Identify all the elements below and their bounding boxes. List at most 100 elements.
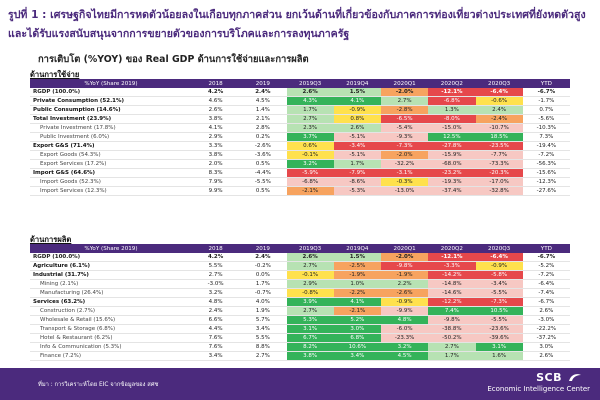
column-header: 2020Q3 (475, 244, 523, 253)
value-cell: 2.4% (192, 306, 240, 317)
value-cell: 2.9% (286, 279, 334, 290)
table-row: Info & Communication (5.3%) 7.6% 8.8% 8.2% 1… (30, 342, 570, 353)
value-cell: -7.2% (522, 150, 570, 161)
value-cell: -7.9% (333, 168, 381, 179)
value-cell: -0.1% (286, 150, 334, 161)
value-cell: -1.9% (333, 270, 381, 281)
value-cell: 3.3% (192, 141, 240, 152)
column-header: 2019Q3 (286, 79, 334, 88)
row-label: Finance (7.2%) (30, 351, 192, 362)
value-cell: 4.8% (381, 315, 429, 326)
column-header: 2019Q4 (333, 79, 381, 88)
value-cell: 7.6% (192, 333, 240, 344)
row-label: Total Investment (23.9%) (30, 114, 192, 125)
value-cell: -27.6% (522, 186, 570, 197)
column-header: YTD (522, 244, 570, 253)
value-cell: 5.7% (239, 315, 287, 326)
value-cell: 18.5% (475, 132, 523, 143)
value-cell: 6.7% (286, 333, 334, 344)
value-cell: -22.2% (522, 324, 570, 335)
value-cell: 9.9% (192, 186, 240, 197)
column-header: 2020Q2 (428, 244, 476, 253)
production-table-header: %YoY (Share 2019) 2018 2019 2019Q3 2019Q4 202… (30, 244, 570, 253)
value-cell: 4.2% (192, 253, 240, 263)
value-cell: 3.4% (192, 351, 240, 362)
value-cell: -2.1% (286, 186, 334, 197)
value-cell: -6.4% (475, 88, 523, 98)
value-cell: 3.2% (381, 342, 429, 353)
table-row: Finance (7.2%) 3.4% 2.7% 3.8% 3.4% 4.5% 1.7% 1.… (30, 351, 570, 362)
value-cell: -3.1% (381, 168, 429, 179)
value-cell: -17.0% (475, 177, 523, 188)
value-cell: -3.3% (428, 261, 476, 272)
column-header: 2019Q4 (333, 244, 381, 253)
row-label: Manufacturing (26.4%) (30, 288, 192, 299)
column-header: 2020Q1 (381, 244, 429, 253)
value-cell: -5.5% (475, 288, 523, 299)
value-cell: -23.2% (428, 168, 476, 179)
value-cell: 0.8% (333, 114, 381, 125)
value-cell: -7.2% (522, 270, 570, 281)
value-cell: -27.8% (428, 141, 476, 152)
value-cell: -6.7% (522, 297, 570, 308)
value-cell: 10.5% (475, 306, 523, 317)
value-cell: -6.5% (381, 114, 429, 125)
table-row: Wholesale & Retail (15.6%) 6.6% 5.7% 5.3% 5.… (30, 315, 570, 326)
value-cell: 2.7% (192, 270, 240, 281)
value-cell: 4.2% (192, 88, 240, 98)
value-cell: 2.9% (192, 132, 240, 143)
column-header: 2019Q3 (286, 244, 334, 253)
row-label: Public Investment (6.0%) (30, 132, 192, 143)
value-cell: 4.1% (333, 297, 381, 308)
value-cell: -6.7% (522, 88, 570, 98)
value-cell: 4.8% (192, 297, 240, 308)
value-cell: -38.8% (428, 324, 476, 335)
production-table: %YoY (Share 2019) 2018 2019 2019Q3 2019Q4 202… (30, 244, 570, 362)
value-cell: -15.9% (428, 150, 476, 161)
value-cell: 1.3% (428, 105, 476, 116)
value-cell: -68.0% (428, 159, 476, 170)
value-cell: -1.9% (381, 270, 429, 281)
value-cell: 3.2% (192, 288, 240, 299)
row-label: Wholesale & Retail (15.6%) (30, 315, 192, 326)
row-label: Import Services (12.3%) (30, 186, 192, 197)
value-cell: 3.1% (475, 342, 523, 353)
column-header: 2020Q2 (428, 79, 476, 88)
value-cell: 2.4% (475, 105, 523, 116)
value-cell: -5.1% (333, 150, 381, 161)
value-cell: -2.1% (333, 306, 381, 317)
table-row: Export Goods (54.3%) 3.8% -3.6% -0.1% -5.1% -… (30, 150, 570, 161)
value-cell: -5.6% (522, 114, 570, 125)
value-cell: -0.1% (286, 270, 334, 281)
value-cell: 0.0% (239, 270, 287, 281)
scb-logo: SCB Economic Intelligence Center (460, 371, 590, 397)
value-cell: -0.8% (286, 288, 334, 299)
value-cell: 4.6% (192, 96, 240, 107)
value-cell: 3.0% (522, 342, 570, 353)
row-label: Agriculture (6.1%) (30, 261, 192, 272)
value-cell: -19.3% (428, 177, 476, 188)
value-cell: 2.4% (239, 88, 287, 98)
value-cell: 2.6% (333, 123, 381, 134)
value-cell: -3.4% (475, 279, 523, 290)
value-cell: -37.2% (522, 333, 570, 344)
value-cell: -2.0% (381, 253, 429, 263)
value-cell: -23.6% (475, 324, 523, 335)
value-cell: 3.2% (286, 159, 334, 170)
value-cell: 3.9% (286, 297, 334, 308)
value-cell: -5.1% (333, 132, 381, 143)
row-label: RGDP (100.0%) (30, 253, 192, 263)
table-subtitle: การเติบโต (%YOY) ของ Real GDP ด้านการใช้… (38, 54, 309, 65)
value-cell: 3.4% (239, 324, 287, 335)
value-cell: -12.3% (522, 177, 570, 188)
value-cell: 3.1% (286, 324, 334, 335)
value-cell: -14.2% (428, 270, 476, 281)
row-label: Private Consumption (52.1%) (30, 96, 192, 107)
table-row: Construction (2.7%) 2.4% 1.9% 2.7% -2.1% -9.9… (30, 306, 570, 317)
value-cell: 0.7% (522, 105, 570, 116)
table-row: Public Consumption (14.6%) 2.6% 1.4% 1.7% -0… (30, 105, 570, 116)
table-row: Export Services (17.2%) 2.0% 0.5% 3.2% 1.7% -… (30, 159, 570, 170)
value-cell: -9.3% (381, 132, 429, 143)
value-cell: -2.8% (381, 105, 429, 116)
value-cell: -23.5% (475, 141, 523, 152)
